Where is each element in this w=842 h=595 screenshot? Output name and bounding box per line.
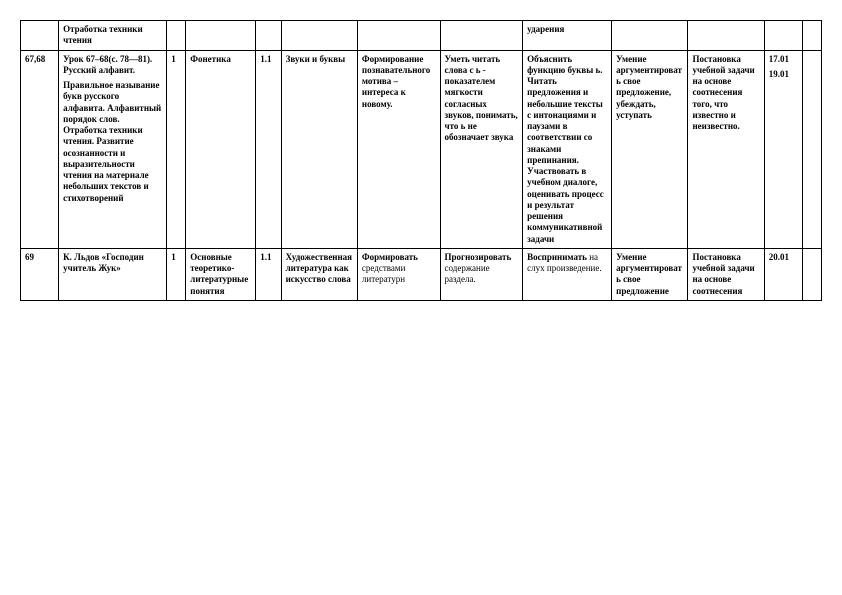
table-cell: Художественная литература как искусство … [281,248,357,300]
table-cell [357,21,440,51]
table-cell: Фонетика [186,50,256,248]
table-cell: Постановка учебной задачи на основе соот… [688,248,764,300]
table-cell [167,21,186,51]
table-cell [21,21,59,51]
table-cell: 67,68 [21,50,59,248]
table-cell: 1 [167,50,186,248]
table-cell [802,50,821,248]
table-cell: Основные теоретико-литературные понятия [186,248,256,300]
table-cell [281,21,357,51]
table-cell: 20.01 [764,248,802,300]
table-cell [256,21,281,51]
table-cell: Постановка учебной задачи на основе соот… [688,50,764,248]
table-cell: 1.1 [256,50,281,248]
table-cell: К. Льдов «Господин учитель Жук» [59,248,167,300]
table-cell: 17.0119.01 [764,50,802,248]
table-cell: Звуки и буквы [281,50,357,248]
table-cell: 1.1 [256,248,281,300]
table-row: 67,68Урок 67–68(с. 78—81). Русский алфав… [21,50,822,248]
table-cell: Уметь читать слова с ь - показателем мяг… [440,50,523,248]
table-cell: Умение аргументировать свое предложение,… [612,50,688,248]
table-cell: Умение аргументировать свое предложение [612,248,688,300]
table-cell: Формировать средствами литературн [357,248,440,300]
table-cell: Воспринимать на слух произведение. [523,248,612,300]
table-body: Отработка техники чтенияударения67,68Уро… [21,21,822,301]
table-cell: Формирование познавательного мотива – ин… [357,50,440,248]
table-cell [440,21,523,51]
table-row: 69К. Льдов «Господин учитель Жук»1Основн… [21,248,822,300]
table-cell [186,21,256,51]
table-cell [764,21,802,51]
table-cell: 1 [167,248,186,300]
table-cell [688,21,764,51]
table-cell [612,21,688,51]
table-cell [802,21,821,51]
table-cell: Урок 67–68(с. 78—81). Русский алфавит.Пр… [59,50,167,248]
table-cell [802,248,821,300]
table-cell: Прогнозировать содержание раздела. [440,248,523,300]
table-cell: Объяснить функцию буквы ь. Читать предло… [523,50,612,248]
table-cell: ударения [523,21,612,51]
table-cell: Отработка техники чтения [59,21,167,51]
table-cell: 69 [21,248,59,300]
curriculum-table: Отработка техники чтенияударения67,68Уро… [20,20,822,301]
table-row: Отработка техники чтения ударения [21,21,822,51]
